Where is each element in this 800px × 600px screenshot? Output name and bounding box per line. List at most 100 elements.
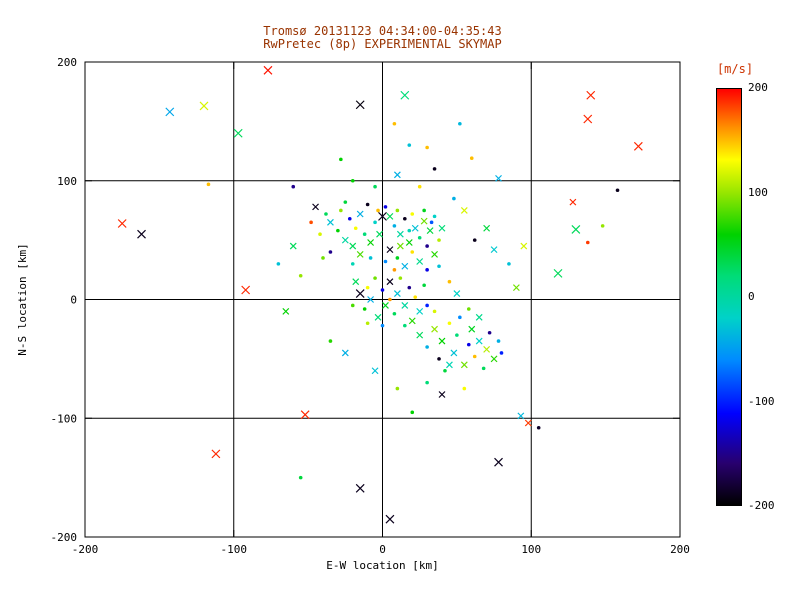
data-point: [373, 220, 377, 225]
data-point: [432, 167, 437, 171]
data-point: [425, 303, 429, 308]
data-point: [437, 238, 441, 242]
data-point: [512, 284, 520, 292]
data-point: [432, 214, 437, 219]
data-point: [355, 483, 365, 493]
data-point: [328, 250, 333, 254]
data-point: [407, 285, 412, 290]
data-point: [233, 128, 243, 138]
data-point: [426, 227, 434, 235]
data-point: [362, 307, 367, 311]
data-point: [367, 296, 375, 303]
x-tick-label: -100: [221, 543, 248, 556]
colorbar-tick-label: 200: [748, 81, 768, 94]
data-point: [341, 236, 349, 244]
data-point: [380, 323, 385, 328]
data-point: [395, 386, 400, 391]
data-point: [450, 349, 458, 357]
data-point: [438, 337, 446, 345]
data-point: [615, 188, 620, 193]
data-point: [422, 283, 426, 288]
colorbar-unit-label: [m/s]: [716, 62, 754, 76]
data-point: [395, 208, 400, 213]
data-point: [490, 246, 498, 254]
data-point: [468, 325, 476, 333]
data-point: [282, 307, 290, 315]
data-point: [365, 202, 370, 207]
data-point: [352, 278, 360, 286]
data-point: [380, 288, 385, 292]
data-point: [327, 218, 334, 226]
colorbar-tick-label: -200: [748, 499, 775, 512]
x-tick-label: 0: [379, 543, 386, 556]
data-point: [373, 276, 377, 280]
data-point: [413, 295, 418, 299]
data-point: [378, 211, 387, 221]
data-point: [386, 246, 394, 254]
data-point: [355, 100, 365, 110]
data-point: [383, 259, 388, 264]
data-point: [349, 242, 357, 250]
data-point: [411, 224, 419, 232]
data-point: [524, 419, 532, 427]
data-point: [199, 101, 209, 111]
data-point: [460, 207, 468, 214]
data-point: [403, 216, 407, 221]
data-point: [350, 262, 355, 266]
data-point: [374, 313, 382, 321]
data-point: [309, 220, 313, 225]
data-point: [553, 268, 563, 278]
data-point: [462, 386, 467, 391]
data-point: [499, 351, 504, 355]
data-point: [446, 361, 453, 369]
data-point: [137, 229, 146, 239]
data-point: [343, 200, 348, 204]
data-point: [487, 330, 492, 335]
data-point: [425, 244, 429, 248]
data-point: [291, 184, 296, 189]
data-point: [431, 250, 438, 258]
data-point: [429, 220, 434, 225]
x-axis-title: E-W location [km]: [326, 559, 439, 572]
data-point: [371, 367, 379, 375]
data-point: [466, 342, 471, 347]
data-point: [117, 219, 127, 228]
data-point: [443, 368, 447, 373]
data-point: [483, 345, 491, 353]
data-point: [425, 268, 429, 272]
data-point: [339, 208, 343, 213]
data-point: [368, 256, 373, 260]
data-point: [396, 230, 404, 238]
data-point: [507, 262, 511, 266]
data-point: [350, 303, 355, 308]
data-point: [300, 410, 310, 420]
data-point: [336, 228, 340, 233]
data-point: [392, 311, 397, 316]
data-point: [386, 212, 394, 220]
data-point: [376, 230, 383, 238]
data-point: [458, 121, 462, 126]
data-point: [407, 143, 412, 147]
data-point: [425, 145, 429, 150]
data-point: [341, 349, 349, 357]
data-point: [365, 285, 370, 290]
data-point: [520, 242, 528, 250]
data-point: [447, 321, 452, 326]
data-point: [472, 238, 477, 242]
data-point: [339, 157, 343, 162]
data-point: [318, 232, 322, 236]
data-point: [395, 256, 400, 260]
data-point: [417, 184, 422, 189]
data-point: [206, 182, 211, 187]
data-point: [386, 278, 394, 286]
data-point: [437, 264, 441, 269]
data-point: [211, 449, 221, 459]
data-point: [495, 174, 502, 182]
data-point: [383, 205, 388, 209]
data-point: [458, 315, 462, 320]
data-point: [401, 262, 409, 270]
data-point: [400, 90, 410, 100]
data-point: [438, 391, 446, 398]
